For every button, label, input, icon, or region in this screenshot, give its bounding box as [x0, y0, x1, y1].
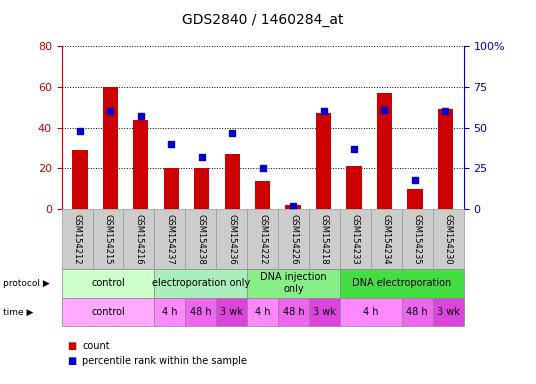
Text: ■: ■ [67, 356, 76, 366]
Bar [225, 154, 240, 209]
Text: control: control [91, 278, 125, 288]
Text: count: count [82, 341, 110, 351]
Text: DNA electroporation: DNA electroporation [352, 278, 451, 288]
Text: GSM154215: GSM154215 [103, 214, 113, 264]
Bar [316, 113, 331, 209]
Text: 48 h: 48 h [190, 307, 212, 317]
Text: 48 h: 48 h [406, 307, 428, 317]
Text: DNA injection
only: DNA injection only [260, 272, 327, 294]
Bar [163, 169, 179, 209]
Text: electroporation only: electroporation only [152, 278, 250, 288]
Text: 3 wk: 3 wk [220, 307, 243, 317]
Bar [255, 181, 270, 209]
Text: 3 wk: 3 wk [313, 307, 336, 317]
Text: GSM154222: GSM154222 [258, 214, 267, 264]
Bar [438, 109, 453, 209]
Bar [194, 169, 210, 209]
Bar [346, 166, 362, 209]
Text: GSM154216: GSM154216 [135, 214, 144, 264]
Text: GSM154218: GSM154218 [320, 214, 329, 264]
Bar [377, 93, 392, 209]
Bar [407, 189, 422, 209]
Text: GSM154234: GSM154234 [382, 214, 391, 264]
Text: 4 h: 4 h [162, 307, 177, 317]
Text: percentile rank within the sample: percentile rank within the sample [82, 356, 247, 366]
Text: GSM154212: GSM154212 [72, 214, 81, 264]
Text: 4 h: 4 h [255, 307, 270, 317]
Text: GSM154238: GSM154238 [196, 214, 205, 265]
Bar [133, 119, 148, 209]
Text: protocol ▶: protocol ▶ [3, 279, 49, 288]
Text: 4 h: 4 h [363, 307, 378, 317]
Text: GSM154236: GSM154236 [227, 214, 236, 265]
Text: 3 wk: 3 wk [437, 307, 459, 317]
Text: GSM154233: GSM154233 [351, 214, 360, 265]
Bar [72, 150, 87, 209]
Text: GSM154230: GSM154230 [444, 214, 453, 264]
Text: GSM154235: GSM154235 [413, 214, 422, 264]
Text: time ▶: time ▶ [3, 308, 33, 316]
Text: 48 h: 48 h [283, 307, 304, 317]
Text: GSM154226: GSM154226 [289, 214, 298, 264]
Text: control: control [91, 307, 125, 317]
Text: ■: ■ [67, 341, 76, 351]
Bar [286, 205, 301, 209]
Text: GDS2840 / 1460284_at: GDS2840 / 1460284_at [182, 13, 344, 27]
Bar [103, 87, 118, 209]
Text: GSM154237: GSM154237 [166, 214, 174, 265]
